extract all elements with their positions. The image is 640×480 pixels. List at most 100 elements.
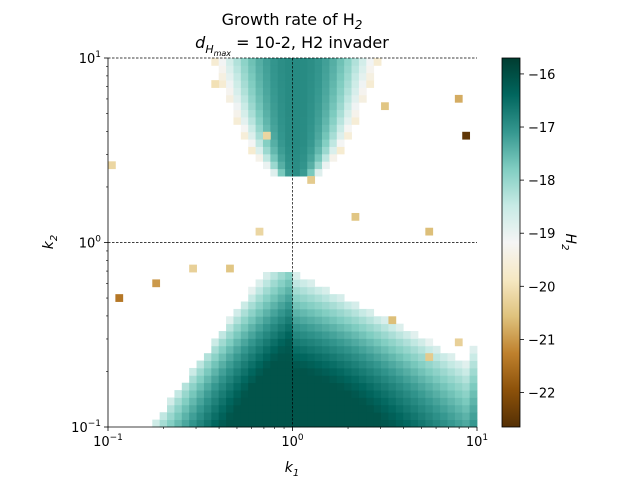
heatmap-cell <box>285 353 293 361</box>
heatmap-cell <box>226 65 234 74</box>
heatmap-cell <box>181 404 190 413</box>
heatmap-cell <box>336 294 345 302</box>
heatmap-cell <box>307 139 316 147</box>
heatmap-cell <box>270 94 279 103</box>
heatmap-cell <box>307 301 316 310</box>
heatmap-cell <box>329 94 338 103</box>
heatmap-cell <box>292 397 301 406</box>
heatmap-cell <box>248 65 256 74</box>
heatmap-cell <box>403 338 411 347</box>
heatmap-cell <box>314 308 323 317</box>
heatmap-cell <box>336 419 345 428</box>
heatmap-cell <box>366 390 375 398</box>
heatmap-cell <box>226 419 234 428</box>
heatmap-cell <box>344 412 352 421</box>
heatmap-cell <box>226 80 234 88</box>
heatmap-cell <box>270 367 279 376</box>
heatmap-cell <box>255 375 264 384</box>
heatmap-cell <box>336 367 345 376</box>
heatmap-cell <box>248 301 256 310</box>
heatmap-cell <box>226 58 234 66</box>
colorbar-tick-label: −20 <box>528 280 555 295</box>
heatmap-cell <box>270 146 279 155</box>
heatmap-cell <box>344 360 352 369</box>
heatmap-cell <box>329 331 338 339</box>
heatmap-cell <box>240 360 249 369</box>
heatmap-cell <box>344 353 352 361</box>
heatmap-cell <box>292 124 301 133</box>
heatmap-cell <box>240 131 249 140</box>
heatmap-cell <box>425 412 434 421</box>
heatmap-cell <box>358 382 367 391</box>
heatmap-cell <box>299 109 308 118</box>
heatmap-cell <box>469 412 478 421</box>
heatmap-cell <box>292 279 301 288</box>
heatmap-cell <box>218 419 227 428</box>
heatmap-cell <box>299 390 308 398</box>
heatmap-cell <box>336 65 345 74</box>
heatmap-cell <box>314 390 323 398</box>
heatmap-cell <box>403 419 411 428</box>
heatmap-cell <box>262 390 271 398</box>
heatmap-cell <box>373 316 382 325</box>
heatmap-cell <box>358 80 367 88</box>
heatmap-cell <box>425 345 434 354</box>
heatmap-cell <box>233 375 242 384</box>
colorbar-tick-label: −18 <box>528 174 555 189</box>
heatmap-cell <box>322 360 330 369</box>
heatmap-cell <box>277 161 286 170</box>
heatmap-cell <box>233 65 242 74</box>
heatmap-cell <box>322 419 330 428</box>
heatmap-cell <box>262 102 271 111</box>
y-axis-label: k2 <box>41 235 60 249</box>
heatmap-cell <box>351 301 360 310</box>
heatmap-cell <box>314 412 323 421</box>
heatmap-cell <box>395 345 404 354</box>
heatmap-cell <box>285 308 293 317</box>
heatmap-cell <box>189 404 197 413</box>
heatmap-cell <box>255 404 264 413</box>
heatmap-cell <box>469 353 478 361</box>
heatmap-cell <box>299 345 308 354</box>
heatmap-cell <box>262 139 271 147</box>
heatmap-cell <box>233 360 242 369</box>
heatmap-cell <box>203 404 212 413</box>
heatmap-cell <box>336 131 345 140</box>
heatmap-cell <box>299 301 308 310</box>
heatmap-cell <box>255 382 264 391</box>
heatmap-cell <box>447 419 456 428</box>
heatmap-cell <box>358 316 367 325</box>
heatmap-cell <box>307 72 316 81</box>
heatmap-cell <box>218 390 227 398</box>
heatmap-cell <box>262 131 271 140</box>
heatmap-cell <box>255 397 264 406</box>
heatmap-cell <box>255 72 264 81</box>
heatmap-cell <box>262 331 271 339</box>
heatmap-cell <box>292 382 301 391</box>
heatmap-cell <box>248 286 256 295</box>
heatmap-cell <box>373 58 382 66</box>
heatmap-cell <box>351 382 360 391</box>
heatmap-cell <box>388 323 397 332</box>
heatmap-cell <box>462 419 471 428</box>
heatmap-cell <box>344 338 352 347</box>
heatmap-cell <box>351 353 360 361</box>
x-axis-label: k1 <box>285 460 299 479</box>
heatmap-cell <box>344 331 352 339</box>
heatmap-cell <box>277 117 286 125</box>
grid-lines <box>108 57 477 427</box>
heatmap-cell <box>336 345 345 354</box>
heatmap-cell <box>329 146 338 155</box>
heatmap-cell <box>285 375 293 384</box>
heatmap-cell <box>292 153 301 162</box>
heatmap-cell <box>381 367 389 376</box>
heatmap-cell <box>454 375 463 384</box>
heatmap-cell <box>314 80 323 88</box>
heatmap-cell <box>240 412 249 421</box>
heatmap-cell <box>373 367 382 376</box>
heatmap-cell <box>307 397 316 406</box>
heatmap-cell <box>181 419 190 428</box>
heatmap-cell <box>262 153 271 162</box>
heatmap-cell <box>248 375 256 384</box>
